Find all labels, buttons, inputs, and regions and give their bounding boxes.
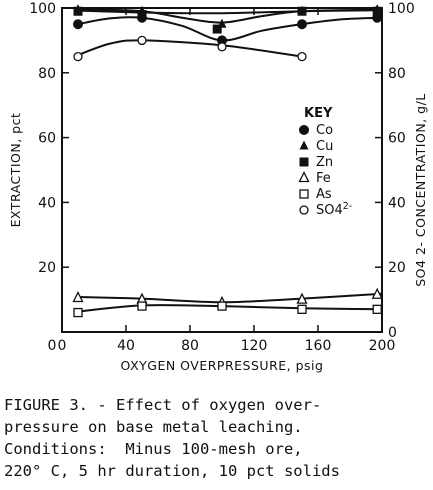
point-co	[297, 19, 307, 30]
legend-marker-zn	[299, 157, 309, 167]
legend-label-zn: Zn	[316, 155, 333, 170]
caption-line: 220° C, 5 hr duration, 10 pct solids	[4, 462, 340, 480]
caption-line: pressure on base metal leaching.	[4, 418, 303, 436]
point-as	[137, 301, 147, 311]
series-line-co	[77, 16, 383, 42]
point-as	[217, 301, 227, 311]
legend-marker-as	[299, 189, 309, 199]
point-zn	[212, 24, 222, 34]
legend-label-as: As	[316, 187, 332, 202]
x-tick-label: 0	[58, 338, 67, 354]
legend-label-superscript: 2-	[343, 201, 352, 212]
chart-axes	[61, 7, 383, 333]
y-left-tick-label: 60	[38, 131, 56, 147]
plot-frame	[61, 7, 383, 333]
point-co	[73, 19, 83, 30]
point-so42	[137, 35, 147, 46]
x-axis-label: OXYGEN OVERPRESSURE, psig	[121, 358, 324, 373]
point-as	[297, 304, 307, 314]
y-right-tick-label: 100	[388, 1, 415, 17]
legend-title: KEY	[304, 106, 333, 121]
y-left-tick-label: 100	[29, 1, 56, 17]
y-left-axis-label: EXTRACTION, pct	[8, 113, 23, 228]
series-line-zn	[77, 9, 383, 15]
legend-marker-co	[299, 125, 309, 135]
caption-line: FIGURE 3. - Effect of oxygen over-	[4, 396, 322, 414]
y-left-tick-label: 20	[38, 260, 56, 276]
caption-line: Conditions: Minus 100-mesh ore,	[4, 440, 303, 458]
legend-label-co: Co	[316, 123, 333, 138]
point-as	[73, 307, 83, 318]
point-zn	[372, 6, 382, 16]
legend-marker-cu	[299, 140, 309, 150]
y-right-tick-label: 80	[388, 66, 406, 82]
point-fe	[371, 287, 383, 299]
y-right-axis-label: SO4 2- CONCENTRATION, g/L	[413, 93, 428, 287]
series-line-so42	[77, 39, 303, 58]
point-so42	[73, 51, 83, 62]
x-tick-label: 160	[305, 338, 332, 354]
x-tick-label: 200	[369, 338, 396, 354]
x-tick-label: 120	[241, 338, 268, 354]
chart-labels: 0 40 80 120 160 200204060801000020406080100OX…	[8, 1, 428, 373]
y-left-tick-label: 80	[38, 66, 56, 82]
y-right-tick-label: 0	[388, 325, 397, 341]
legend-label-fe: Fe	[316, 171, 331, 186]
legend-marker-so42	[299, 205, 309, 215]
series-line-fe	[77, 292, 383, 304]
point-as	[372, 304, 382, 314]
point-so42	[297, 51, 307, 62]
chart-markers	[72, 4, 383, 318]
chart: 0 40 80 120 160 200204060801000020406080100OX…	[8, 1, 428, 373]
chart-curves	[77, 8, 383, 313]
legend-label-cu: Cu	[316, 139, 333, 154]
x-tick-label: 40	[117, 338, 135, 354]
legend-marker-fe	[298, 171, 310, 183]
legend-label-so42: SO42-	[316, 201, 352, 218]
point-fe	[72, 291, 84, 303]
point-zn	[297, 6, 307, 16]
y-left-tick-label: 40	[38, 195, 56, 211]
point-zn	[137, 9, 147, 19]
figure-caption: FIGURE 3. - Effect of oxygen over- press…	[4, 394, 429, 482]
y-left-tick-label-zero: 0	[48, 338, 57, 354]
y-right-tick-label: 20	[388, 260, 406, 276]
x-tick-label: 80	[181, 338, 199, 354]
y-right-tick-label: 40	[388, 195, 406, 211]
series-line-as	[77, 304, 383, 313]
point-fe	[296, 292, 308, 304]
y-right-tick-label: 60	[388, 131, 406, 147]
point-zn	[73, 6, 83, 16]
point-so42	[217, 42, 227, 52]
